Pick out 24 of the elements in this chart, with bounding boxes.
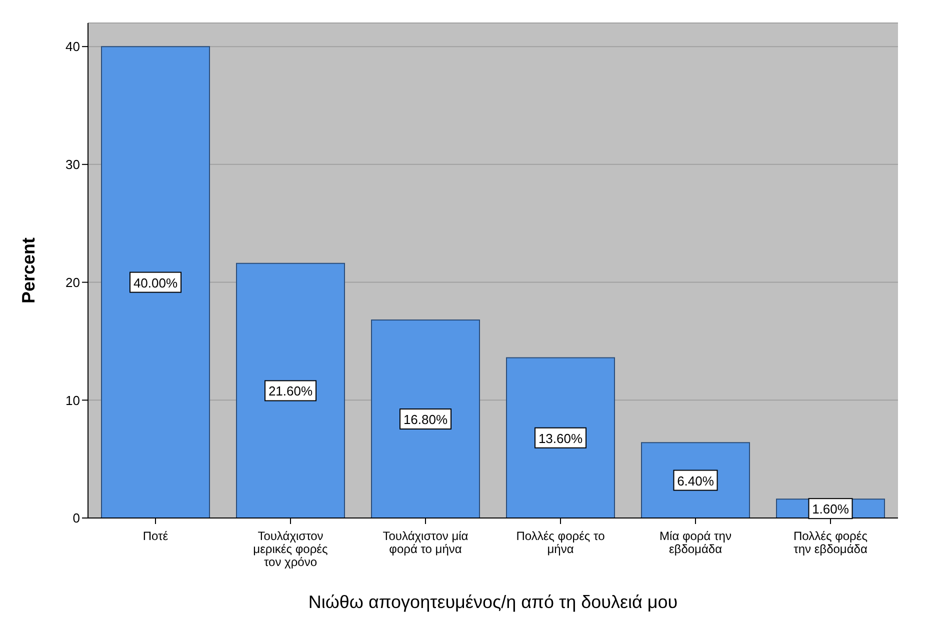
x-tick-label: Πολλές φορές το μήνα [516, 529, 606, 556]
x-tick-label: Μία φορά την εβδομάδα [660, 529, 732, 556]
bar [101, 46, 210, 518]
x-tick-label: Ποτέ [142, 529, 169, 543]
x-tick-label: Πολλές φορές την εβδομάδα [794, 529, 868, 556]
y-tick-label: 40 [66, 39, 80, 54]
bar [371, 320, 480, 518]
x-axis-title: Νιώθω απογοητευμένος/η από τη δουλειά μου [308, 592, 678, 612]
x-tick-label: Τουλάχιστον μερικές φορές τον χρόνο [253, 529, 328, 569]
data-label: 40.00% [133, 275, 178, 290]
data-label: 16.80% [403, 412, 448, 427]
y-tick-label: 30 [66, 157, 80, 172]
x-tick-label: Τουλάχιστον μία φορά το μήνα [382, 529, 468, 556]
bar [236, 262, 345, 518]
bar [641, 442, 750, 518]
y-tick-label: 20 [66, 274, 80, 290]
y-tick-label: 10 [66, 392, 80, 408]
data-label: 1.60% [812, 502, 850, 517]
y-tick-label: 0 [72, 510, 80, 526]
data-label: 13.60% [538, 430, 583, 446]
y-axis-title: Percent [18, 237, 38, 304]
data-label: 21.60% [268, 384, 313, 399]
data-label: 6.40% [677, 473, 714, 488]
bar [506, 357, 615, 518]
